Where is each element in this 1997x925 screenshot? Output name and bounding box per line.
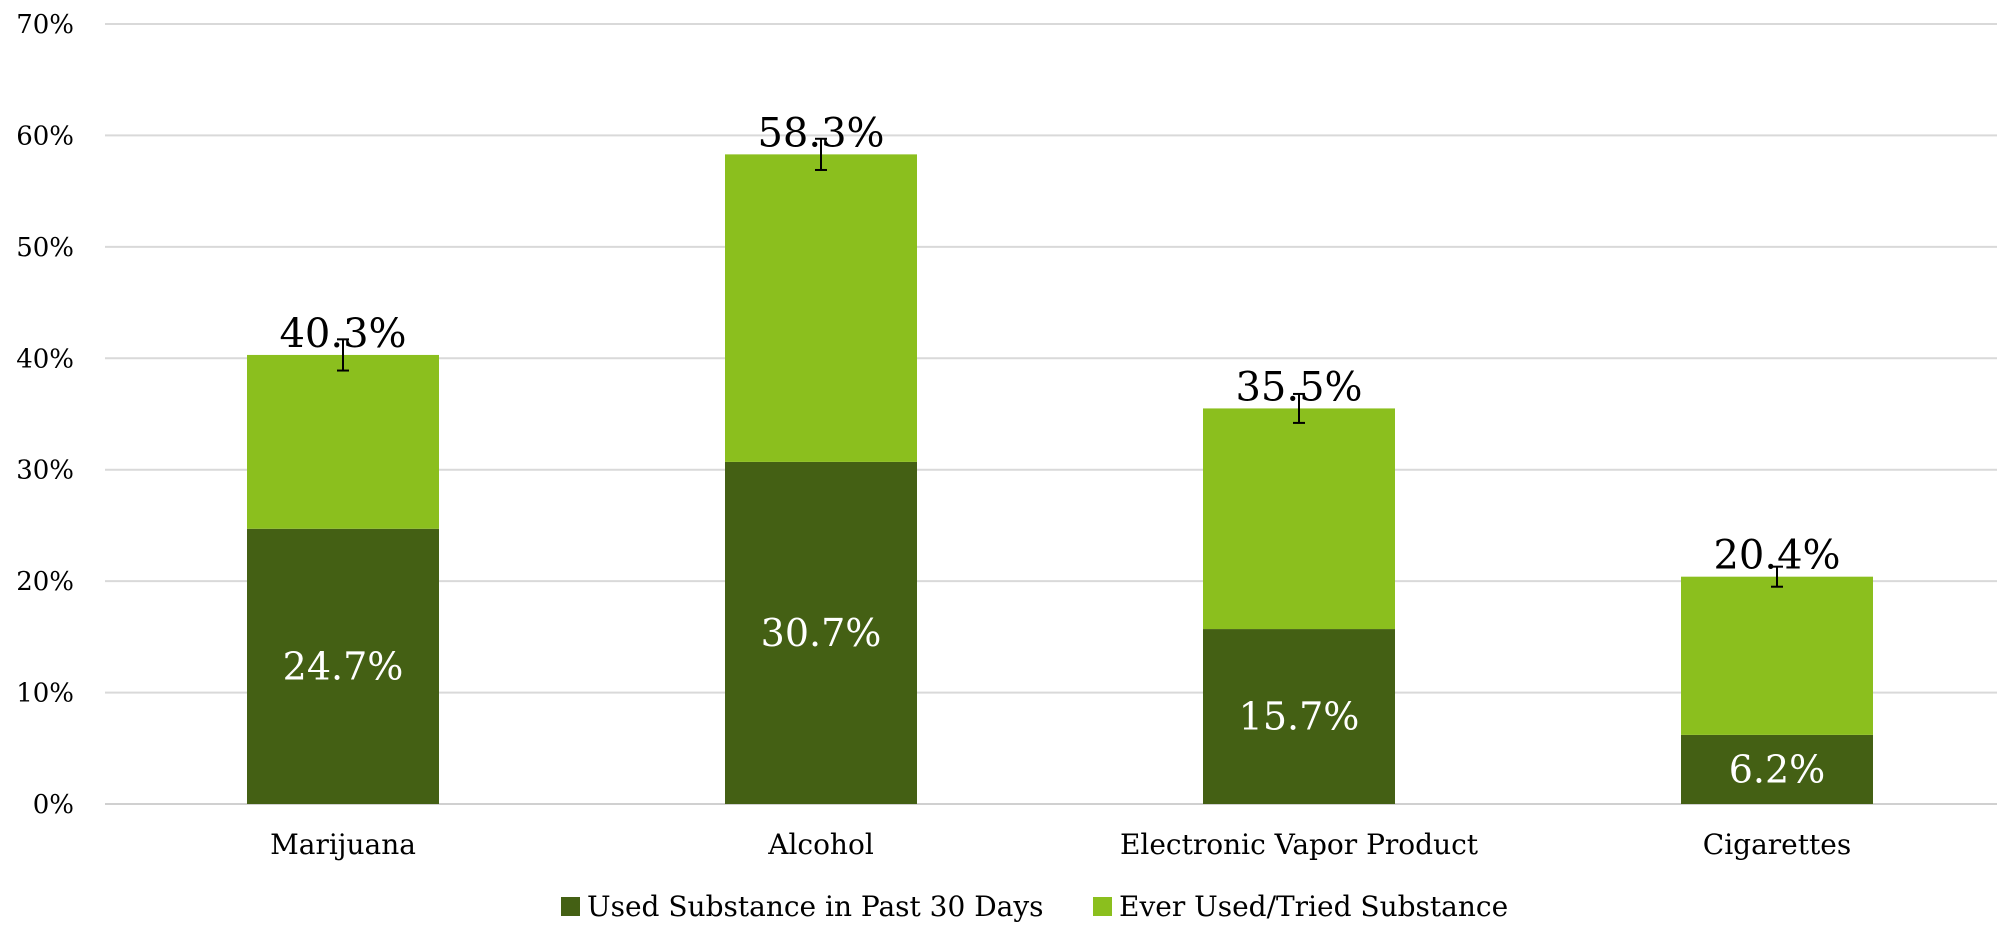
x-axis-category-labels: Marijuana Alcohol Electronic Vapor Product… (270, 828, 1851, 861)
legend-label: Ever Used/Tried Substance (1119, 890, 1508, 923)
bar-ever-used (1681, 576, 1873, 735)
bar-past-30-days (1681, 734, 1873, 804)
y-axis-tick-labels: 0% 10% 20% 30% 40% 50% 60% 70% (16, 10, 74, 820)
data-label-past-30-days: 6.2% (1729, 747, 1826, 791)
y-tick-label: 50% (16, 233, 74, 263)
legend-swatch (561, 897, 580, 916)
x-category-label: Cigarettes (1703, 828, 1851, 861)
data-label-past-30-days: 30.7% (761, 611, 882, 655)
data-label-ever-used: 20.4% (1713, 533, 1840, 579)
data-label-ever-used: 40.3% (279, 311, 406, 357)
x-category-label: Marijuana (270, 828, 416, 861)
data-label-ever-used: 58.3% (757, 110, 884, 156)
x-category-label: Alcohol (767, 828, 874, 861)
y-tick-label: 30% (16, 456, 74, 486)
bar-past-30-days (1203, 629, 1395, 804)
bar-ever-used (247, 354, 439, 529)
bar-past-30-days (725, 461, 917, 804)
bars (247, 137, 1873, 804)
legend: Used Substance in Past 30 Days Ever Used/… (561, 890, 1508, 923)
data-label-ever-used: 35.5% (1235, 364, 1362, 410)
x-category-label: Electronic Vapor Product (1120, 828, 1479, 861)
legend-label: Used Substance in Past 30 Days (587, 890, 1044, 923)
bar-ever-used (725, 154, 917, 462)
bar-past-30-days (247, 528, 439, 804)
y-tick-label: 70% (16, 10, 74, 40)
y-tick-label: 40% (16, 344, 74, 374)
data-label-past-30-days: 24.7% (283, 644, 404, 688)
data-label-past-30-days: 15.7% (1239, 695, 1360, 739)
y-tick-label: 60% (16, 121, 74, 151)
y-tick-label: 20% (16, 567, 74, 597)
y-tick-label: 10% (16, 679, 74, 709)
y-tick-label: 0% (33, 790, 74, 820)
data-labels: 24.7% 40.3% 30.7% 58.3% 15.7% 35.5% 6.2% 20.4% (279, 110, 1840, 791)
bar-ever-used (1203, 408, 1395, 630)
legend-swatch (1093, 897, 1112, 916)
